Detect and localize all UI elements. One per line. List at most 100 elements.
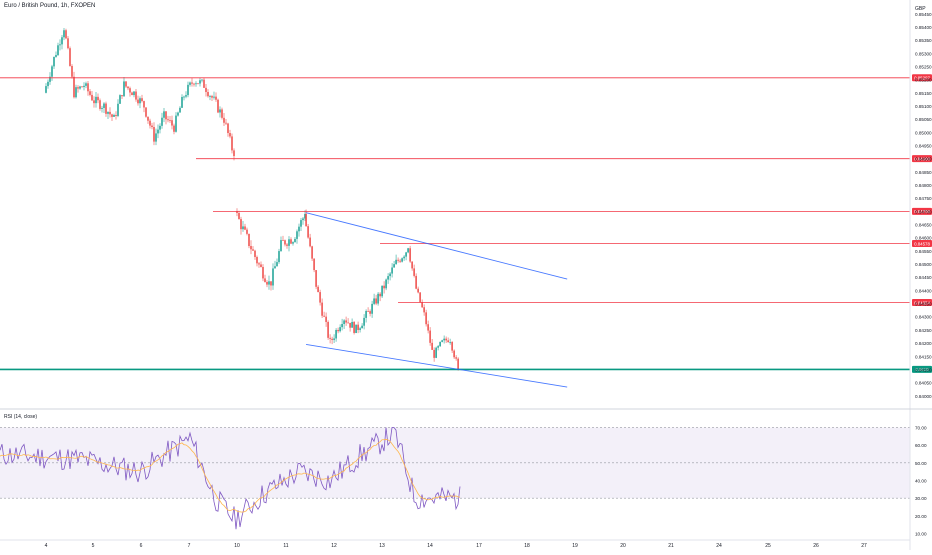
candle-body (256, 256, 258, 264)
candle-body (329, 337, 331, 339)
candle-body (105, 103, 107, 114)
candle-body (143, 101, 145, 108)
level-price-tag (912, 240, 932, 248)
candle-body (246, 229, 248, 234)
candle-body (453, 350, 455, 358)
candle-body (435, 347, 437, 358)
price-tick-label: 0.84200 (915, 341, 932, 346)
rsi-tick-label: 30.00 (915, 496, 927, 501)
price-tick-label: 0.85300 (915, 51, 932, 56)
candle-body (169, 120, 171, 121)
candle-body (79, 86, 81, 89)
candle-body (238, 213, 240, 220)
candle-body (302, 218, 304, 221)
time-tick-label: 25 (765, 543, 771, 549)
candle-body (197, 83, 199, 85)
price-tick-label: 0.85350 (915, 38, 932, 43)
candle-body (161, 117, 163, 126)
candle-body (167, 119, 169, 121)
candle-body (411, 261, 413, 269)
candle-body (423, 307, 425, 313)
candle-body (233, 150, 235, 157)
candle-body (77, 87, 79, 89)
candle-body (129, 88, 131, 93)
price-tick-label: 0.84900 (915, 157, 932, 162)
candle-body (417, 288, 419, 293)
candle-body (101, 107, 103, 109)
candle-body (441, 340, 443, 342)
candle-body (437, 346, 439, 348)
rsi-tick-label: 50.00 (915, 461, 927, 466)
candle-body (111, 114, 113, 117)
candle-body (189, 82, 191, 85)
candle-body (407, 248, 409, 253)
candle-body (286, 244, 288, 246)
price-tick-label: 0.85000 (915, 130, 932, 135)
rsi-tick-label: 20.00 (915, 514, 927, 519)
candle-body (191, 82, 193, 84)
candle-body (153, 127, 155, 142)
rsi-line (0, 427, 461, 530)
candle-body (109, 111, 111, 115)
candle-body (157, 129, 159, 134)
time-tick-label: 19 (572, 543, 578, 549)
candle-body (53, 56, 55, 67)
level-price-tag (912, 74, 932, 82)
candle-body (397, 259, 399, 261)
candle-body (242, 226, 244, 230)
time-tick-label: 7 (188, 543, 191, 549)
channel-lower-line (306, 343, 568, 388)
candle-body (225, 122, 227, 124)
candle-body (183, 96, 185, 98)
candle-body (207, 92, 209, 97)
candle-body (305, 214, 307, 227)
candle-body (278, 251, 280, 263)
candle-body (73, 76, 75, 98)
candle-body (115, 114, 117, 116)
candle-body (231, 136, 233, 151)
candle-body (457, 358, 459, 370)
candle-body (337, 329, 339, 332)
candle-body (181, 96, 183, 108)
candle-body (117, 103, 119, 116)
candle-body (385, 279, 387, 289)
time-tick-label: 21 (668, 543, 674, 549)
candle-body (383, 285, 385, 289)
price-tick-label: 0.84700 (915, 209, 932, 214)
price-tick-label: 0.84600 (915, 236, 932, 241)
price-tick-label: 0.84450 (915, 275, 932, 280)
price-tick-label: 0.85400 (915, 25, 932, 30)
time-tick-label: 13 (379, 543, 385, 549)
price-tick-label: 0.84250 (915, 328, 932, 333)
candle-body (284, 240, 286, 245)
rsi-tick-label: 40.00 (915, 479, 927, 484)
candle-body (335, 329, 337, 339)
candle-body (288, 239, 290, 246)
candle-body (373, 298, 375, 304)
candle-body (347, 322, 349, 324)
price-tick-label: 0.84750 (915, 196, 932, 201)
candle-body (61, 37, 63, 45)
candle-body (311, 246, 313, 259)
candle-body (266, 281, 268, 285)
rsi-tick-label: 60.00 (915, 443, 927, 448)
candle-body (290, 239, 292, 244)
candle-body (133, 91, 135, 96)
candle-body (119, 95, 121, 104)
level-price-label: 0.8410 (915, 367, 929, 372)
candle-body (131, 92, 133, 96)
candle-body (415, 275, 417, 289)
price-tick-label: 0.84350 (915, 302, 932, 307)
candle-body (321, 302, 323, 316)
candle-body (413, 268, 415, 276)
candle-body (221, 109, 223, 118)
candle-body (355, 324, 357, 333)
candle-body (203, 79, 205, 88)
candle-body (389, 273, 391, 277)
candle-body (67, 38, 69, 49)
rsi-tick-label: 10.00 (915, 531, 927, 536)
candle-body (151, 125, 153, 128)
candle-body (91, 94, 93, 101)
candle-body (209, 96, 211, 97)
